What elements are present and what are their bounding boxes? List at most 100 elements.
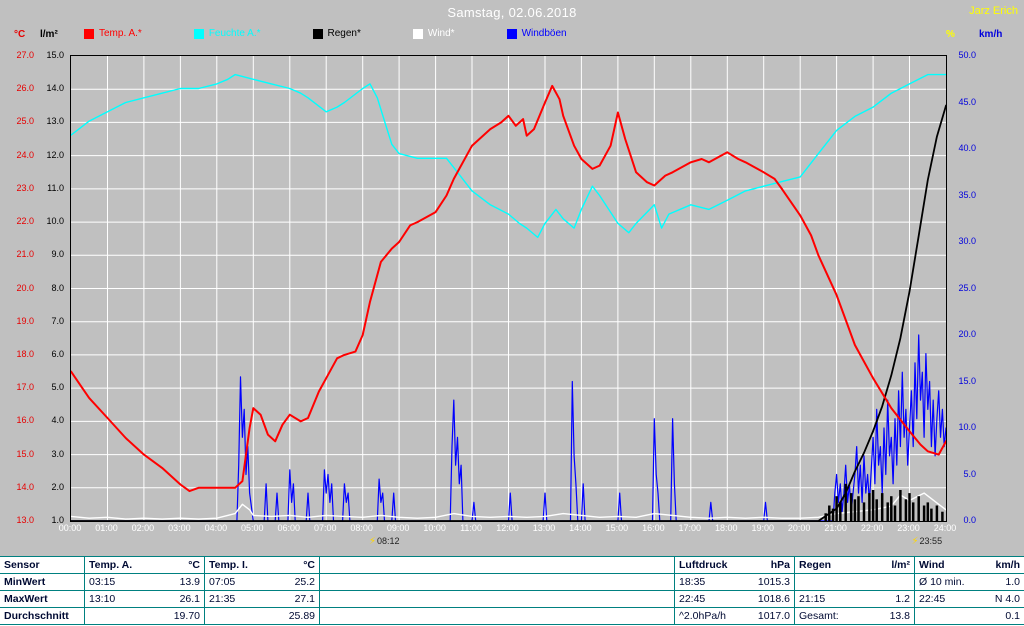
- x-axis-tick: 19:00: [751, 523, 774, 533]
- y-axis-rain-tick: 12.0: [46, 149, 64, 160]
- legend-item-wind[interactable]: Wind*: [412, 28, 455, 39]
- table-cell: 1015.3: [730, 574, 795, 591]
- table-cell: 21:15: [795, 591, 855, 608]
- y-axis-wind-tick: 10.0: [958, 422, 976, 432]
- x-axis-tick: 16:00: [642, 523, 665, 533]
- table-cell: 13:10: [85, 591, 145, 608]
- table-cell: Ø 10 min.: [915, 574, 970, 591]
- legend-label-regen: Regen*: [327, 28, 361, 39]
- table-cell: 22:45: [915, 591, 970, 608]
- table-cell: 13.9: [145, 574, 205, 591]
- y-axis-rain-tick: 11.0: [47, 182, 64, 193]
- y-axis-temp-tick: 23.0: [16, 182, 34, 193]
- y-axis-wind-tick: 0.0: [963, 515, 976, 525]
- x-axis-tick: 00:00: [58, 523, 82, 533]
- table-cell: [855, 574, 915, 591]
- table-header-regen-unit: l/m²: [855, 557, 915, 574]
- x-axis-tick: 07:00: [313, 523, 337, 533]
- x-axis-tick: 10:00: [423, 523, 446, 533]
- y-axis-temp-tick: 24.0: [16, 149, 34, 160]
- x-axis-tick: 09:00: [386, 523, 410, 533]
- table-cell: 26.1: [145, 591, 205, 608]
- table-cell: 25.2: [260, 574, 320, 591]
- table-header-temp-i: Temp. I.: [205, 557, 260, 574]
- y-axis-rain-tick: 4.0: [51, 415, 64, 426]
- y-axis-wind-tick: 15.0: [958, 375, 976, 386]
- table-cell: 25.89: [260, 608, 320, 625]
- y-axis-temp-tick: 18.0: [16, 348, 34, 359]
- y-axis-rain-tick: 9.0: [51, 249, 64, 260]
- y-axis-rain-tick: 7.0: [51, 315, 64, 326]
- y-axis-temp-tick: 26.0: [16, 83, 34, 94]
- y-axis-rain-tick: 1.0: [51, 515, 64, 525]
- legend-item-temp-a[interactable]: Temp. A.*: [84, 28, 142, 39]
- y-axis-temp-tick: 16.0: [16, 415, 34, 426]
- x-axis-tick: 08:00: [350, 523, 373, 533]
- y-axis-wind-tick: 35.0: [958, 189, 976, 200]
- y-axis-temp-tick: 20.0: [16, 282, 34, 293]
- station-name: Jarz Erich: [969, 5, 1018, 17]
- x-axis-tick: 05:00: [241, 523, 264, 533]
- y-axis-wind-tick: 20.0: [958, 329, 976, 339]
- y-axis-temp-tick: 13.0: [16, 515, 34, 525]
- table-cell: 1018.6: [730, 591, 795, 608]
- x-axis-tick: 24:00: [933, 523, 957, 533]
- row-label-maxwert: MaxWert: [0, 591, 85, 608]
- y-axis-wind-tick: 50.0: [958, 50, 976, 60]
- x-axis-tick: 04:00: [204, 523, 228, 533]
- table-header-wind: Wind: [915, 557, 970, 574]
- legend-item-feuchte-a[interactable]: Feuchte A.*: [193, 28, 261, 39]
- x-axis-tick: 18:00: [714, 523, 738, 533]
- x-axis-tick: 14:00: [569, 523, 592, 533]
- table-filler: [320, 608, 675, 625]
- y-axis-temp-tick: 15.0: [16, 448, 34, 459]
- table-cell: 21:35: [205, 591, 260, 608]
- table-cell: ^2.0hPa/h: [675, 608, 730, 625]
- y-axis-wind-tick: 30.0: [958, 236, 976, 246]
- x-axis-tick: 01:00: [95, 523, 118, 533]
- event-marker: ⚡23:55: [912, 536, 943, 547]
- y-axis-temp-tick: 17.0: [16, 382, 34, 393]
- table-header-sensor: Sensor: [0, 557, 85, 574]
- x-axis-tick: 21:00: [824, 523, 847, 533]
- y-axis-temp-tick: 27.0: [16, 50, 34, 60]
- legend-item-windboeen[interactable]: Windböen: [506, 28, 567, 39]
- x-axis-tick: 11:00: [460, 523, 482, 533]
- x-axis-tick: 22:00: [860, 523, 884, 533]
- y-axis-rain-tick: 5.0: [51, 382, 64, 393]
- table-header-temp-i-unit: °C: [260, 557, 320, 574]
- table-header-temp-a-unit: °C: [145, 557, 205, 574]
- left-axis-unit-temp: °C: [14, 29, 26, 40]
- table-filler: [320, 557, 675, 574]
- table-cell: 07:05: [205, 574, 260, 591]
- table-cell: [915, 608, 970, 625]
- legend-item-regen[interactable]: Regen*: [312, 28, 361, 39]
- stats-table: Sensor Temp. A. °C Temp. I. °C Luftdruck…: [0, 556, 1024, 626]
- y-axis-rain-tick: 15.0: [46, 50, 64, 60]
- table-cell: 0.1: [970, 608, 1024, 625]
- table-cell: 22:45: [675, 591, 730, 608]
- event-marker: ⚡08:12: [369, 536, 400, 547]
- legend-label-feuchte-a: Feuchte A.*: [208, 28, 261, 39]
- plot-area: [70, 55, 947, 522]
- y-axis-rain-tick: 14.0: [46, 83, 64, 94]
- legend-label-wind: Wind*: [427, 28, 455, 39]
- x-axis-tick: 15:00: [605, 523, 629, 533]
- y-axis-rain-tick: 3.0: [51, 448, 64, 459]
- y-axis-temp-tick: 19.0: [16, 315, 34, 326]
- table-cell: [795, 574, 855, 591]
- left-axis-unit-rain: l/m²: [40, 29, 58, 40]
- legend: Temp. A.* Feuchte A.* Regen* Wind* Windböen: [84, 28, 567, 39]
- y-axis-temp-tick: 21.0: [16, 249, 34, 260]
- table-header-luftdruck-unit: hPa: [730, 557, 795, 574]
- y-axis-temp-tick: 22.0: [16, 216, 34, 227]
- table-cell: 1.0: [970, 574, 1024, 591]
- table-header-luftdruck: Luftdruck: [675, 557, 730, 574]
- y-axis-rain-tick: 8.0: [51, 282, 64, 293]
- y-axis-wind-tick: 40.0: [958, 143, 976, 153]
- table-filler: [320, 591, 675, 608]
- table-cell: 03:15: [85, 574, 145, 591]
- y-axis-rain-tick: 2.0: [51, 481, 64, 492]
- y-axis-wind-tick: 25.0: [958, 282, 976, 293]
- row-label-durchschnitt: Durchschnitt: [0, 608, 85, 625]
